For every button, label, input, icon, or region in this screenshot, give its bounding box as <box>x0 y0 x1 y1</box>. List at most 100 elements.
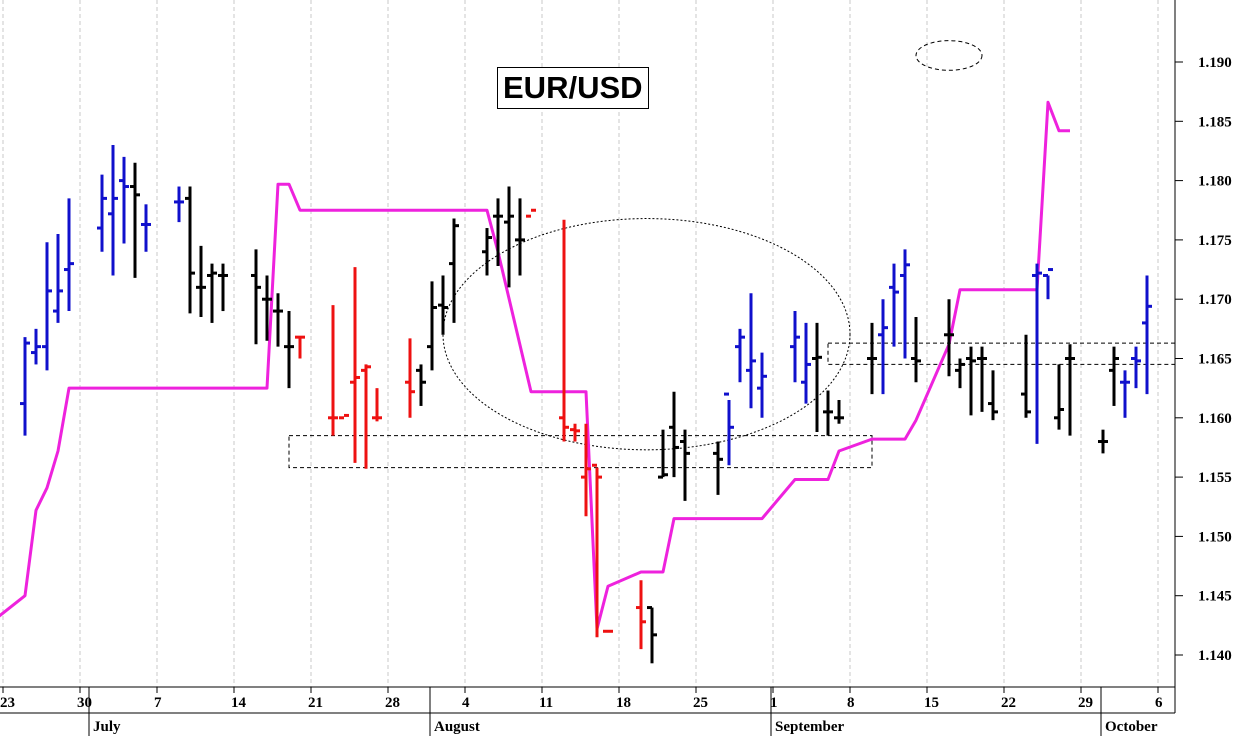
price-bar <box>493 198 503 266</box>
x-tick-label: 14 <box>231 695 247 711</box>
price-bar <box>504 186 514 288</box>
price-bar <box>636 580 646 650</box>
price-bar <box>1109 346 1119 406</box>
price-bar <box>1142 275 1152 395</box>
price-bar <box>328 305 338 436</box>
price-bar <box>196 245 206 317</box>
price-bar <box>1054 364 1064 430</box>
y-tick-label: 1.175 <box>1198 233 1232 249</box>
x-tick-label: 22 <box>1001 695 1016 711</box>
price-bar <box>724 392 734 466</box>
y-tick-label: 1.160 <box>1198 411 1232 427</box>
y-tick-label: 1.140 <box>1198 648 1232 664</box>
price-bar <box>284 311 294 389</box>
price-bar <box>273 293 283 347</box>
x-tick-label: 1 <box>770 695 778 711</box>
plot-background <box>0 0 1175 687</box>
price-bar <box>1021 334 1031 418</box>
price-bar <box>1032 263 1042 444</box>
price-bar <box>878 299 888 395</box>
price-bar <box>735 328 745 383</box>
price-bar <box>31 328 41 365</box>
price-bar <box>658 429 668 479</box>
grid-layer <box>0 0 1175 687</box>
chart-title: EUR/USD <box>497 67 649 109</box>
price-bar <box>251 249 261 345</box>
price-bar <box>218 263 228 312</box>
y-tick-label: 1.185 <box>1198 114 1232 130</box>
price-bar <box>372 388 382 422</box>
price-bar <box>900 249 910 359</box>
price-bar <box>1098 429 1108 454</box>
price-bar <box>295 335 305 359</box>
y-tick-label: 1.145 <box>1198 589 1232 605</box>
price-bar <box>1131 346 1141 389</box>
price-bar <box>592 463 602 638</box>
axis-background <box>1175 0 1246 687</box>
price-bar <box>669 391 679 478</box>
price-bar <box>801 322 811 404</box>
price-bar <box>449 218 459 323</box>
price-bar <box>119 156 129 244</box>
price-bar <box>647 606 657 664</box>
price-bar <box>350 267 360 463</box>
month-label: October <box>1105 719 1158 735</box>
price-bar <box>603 629 613 633</box>
price-bar <box>812 322 822 433</box>
y-tick-label: 1.180 <box>1198 174 1232 190</box>
price-bar <box>427 281 437 371</box>
price-bar <box>20 337 30 436</box>
price-bar <box>1120 370 1130 418</box>
price-bar <box>361 364 371 469</box>
x-tick-label: 21 <box>308 695 323 711</box>
price-bar <box>526 208 536 218</box>
x-tick-label: 11 <box>539 695 553 711</box>
x-tick-label: 18 <box>616 695 631 711</box>
price-bar <box>834 400 844 424</box>
price-bar <box>1043 268 1053 300</box>
price-bar <box>889 263 899 347</box>
y-tick-label: 1.190 <box>1198 55 1232 71</box>
price-bar <box>64 198 74 312</box>
price-bar <box>108 145 118 276</box>
price-bar <box>559 219 569 442</box>
price-bar <box>1065 344 1075 436</box>
price-bar <box>207 263 217 323</box>
annotation-rect <box>827 342 1246 365</box>
x-tick-label: 28 <box>385 695 400 711</box>
price-bar <box>944 299 954 377</box>
price-bar <box>141 204 151 252</box>
price-bar <box>130 162 140 278</box>
price-bar <box>867 322 877 395</box>
price-bar <box>757 352 767 418</box>
price-bar <box>680 429 690 501</box>
annotation-rect <box>288 435 873 469</box>
price-bar <box>53 233 63 323</box>
x-tick-label: 25 <box>693 695 708 711</box>
y-tick-label: 1.150 <box>1198 529 1232 545</box>
price-bar <box>977 346 987 412</box>
x-tick-label: 8 <box>847 695 855 711</box>
price-bar <box>966 346 976 416</box>
price-bar <box>713 441 723 495</box>
y-tick-label: 1.170 <box>1198 292 1232 308</box>
annotation-ellipse <box>442 218 851 451</box>
price-bar <box>438 275 448 335</box>
price-bar <box>97 174 107 252</box>
x-tick-label: 23 <box>0 695 15 711</box>
month-label: July <box>93 719 121 735</box>
annotation-layer <box>288 40 1246 469</box>
y-tick-label: 1.155 <box>1198 470 1232 486</box>
price-bar <box>405 338 415 418</box>
x-tick-label: 30 <box>77 695 92 711</box>
price-bar <box>988 370 998 421</box>
price-bar <box>185 186 195 314</box>
price-bar <box>955 358 965 389</box>
month-label: August <box>434 719 480 735</box>
y-tick-label: 1.165 <box>1198 352 1232 368</box>
price-bar <box>790 311 800 383</box>
x-tick-label: 4 <box>462 695 470 711</box>
price-bar <box>42 242 52 371</box>
x-tick-label: 6 <box>1155 695 1163 711</box>
